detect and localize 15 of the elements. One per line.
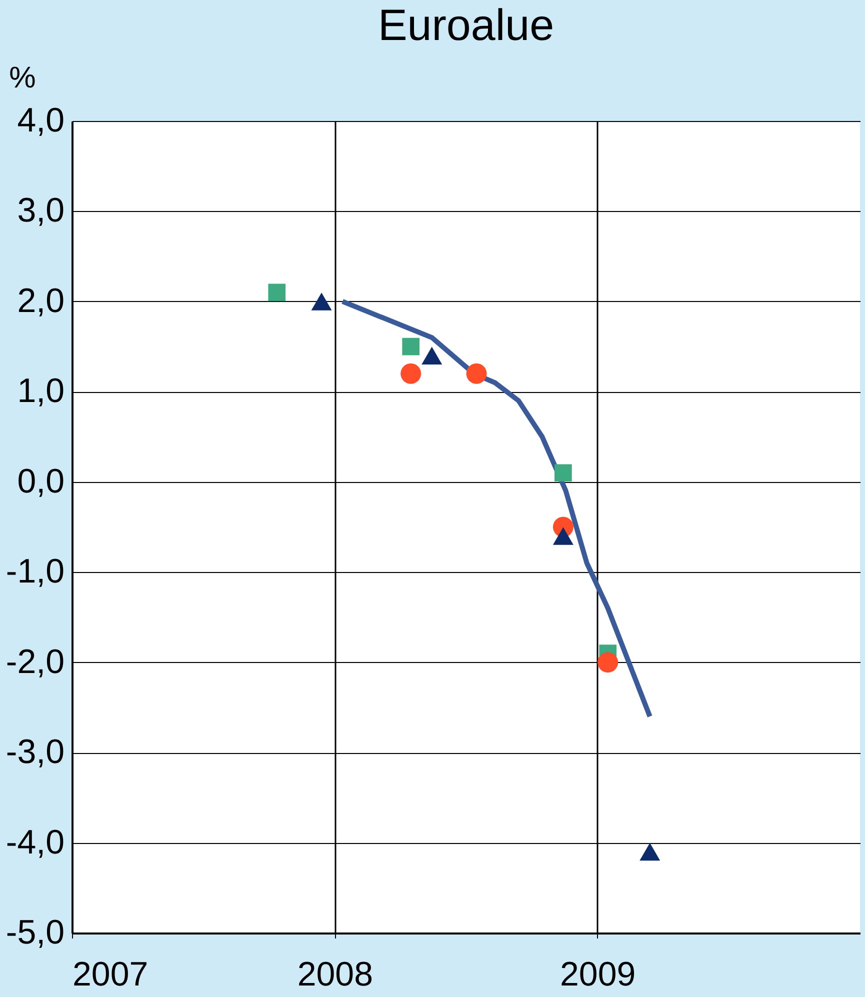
y-tick-label: -5,0 (6, 914, 64, 952)
x-tick-label: 2008 (297, 956, 373, 994)
y-tick-label: 0,0 (17, 462, 64, 500)
y-tick-label: -3,0 (6, 733, 64, 772)
chart-title: Euroalue (378, 1, 554, 50)
x-tick-label: 2009 (560, 956, 636, 994)
y-tick-label: -4,0 (6, 823, 64, 862)
y-axis-title: % (9, 62, 36, 94)
y-tick-label: 4,0 (17, 102, 64, 140)
y-tick-label: 3,0 (17, 192, 64, 230)
x-tick-label: 2007 (72, 956, 148, 994)
y-tick-label: 2,0 (17, 282, 64, 320)
y-tick-label: 1,0 (17, 372, 64, 410)
y-tick-label: -1,0 (6, 552, 64, 591)
y-tick-label: -2,0 (6, 642, 64, 681)
